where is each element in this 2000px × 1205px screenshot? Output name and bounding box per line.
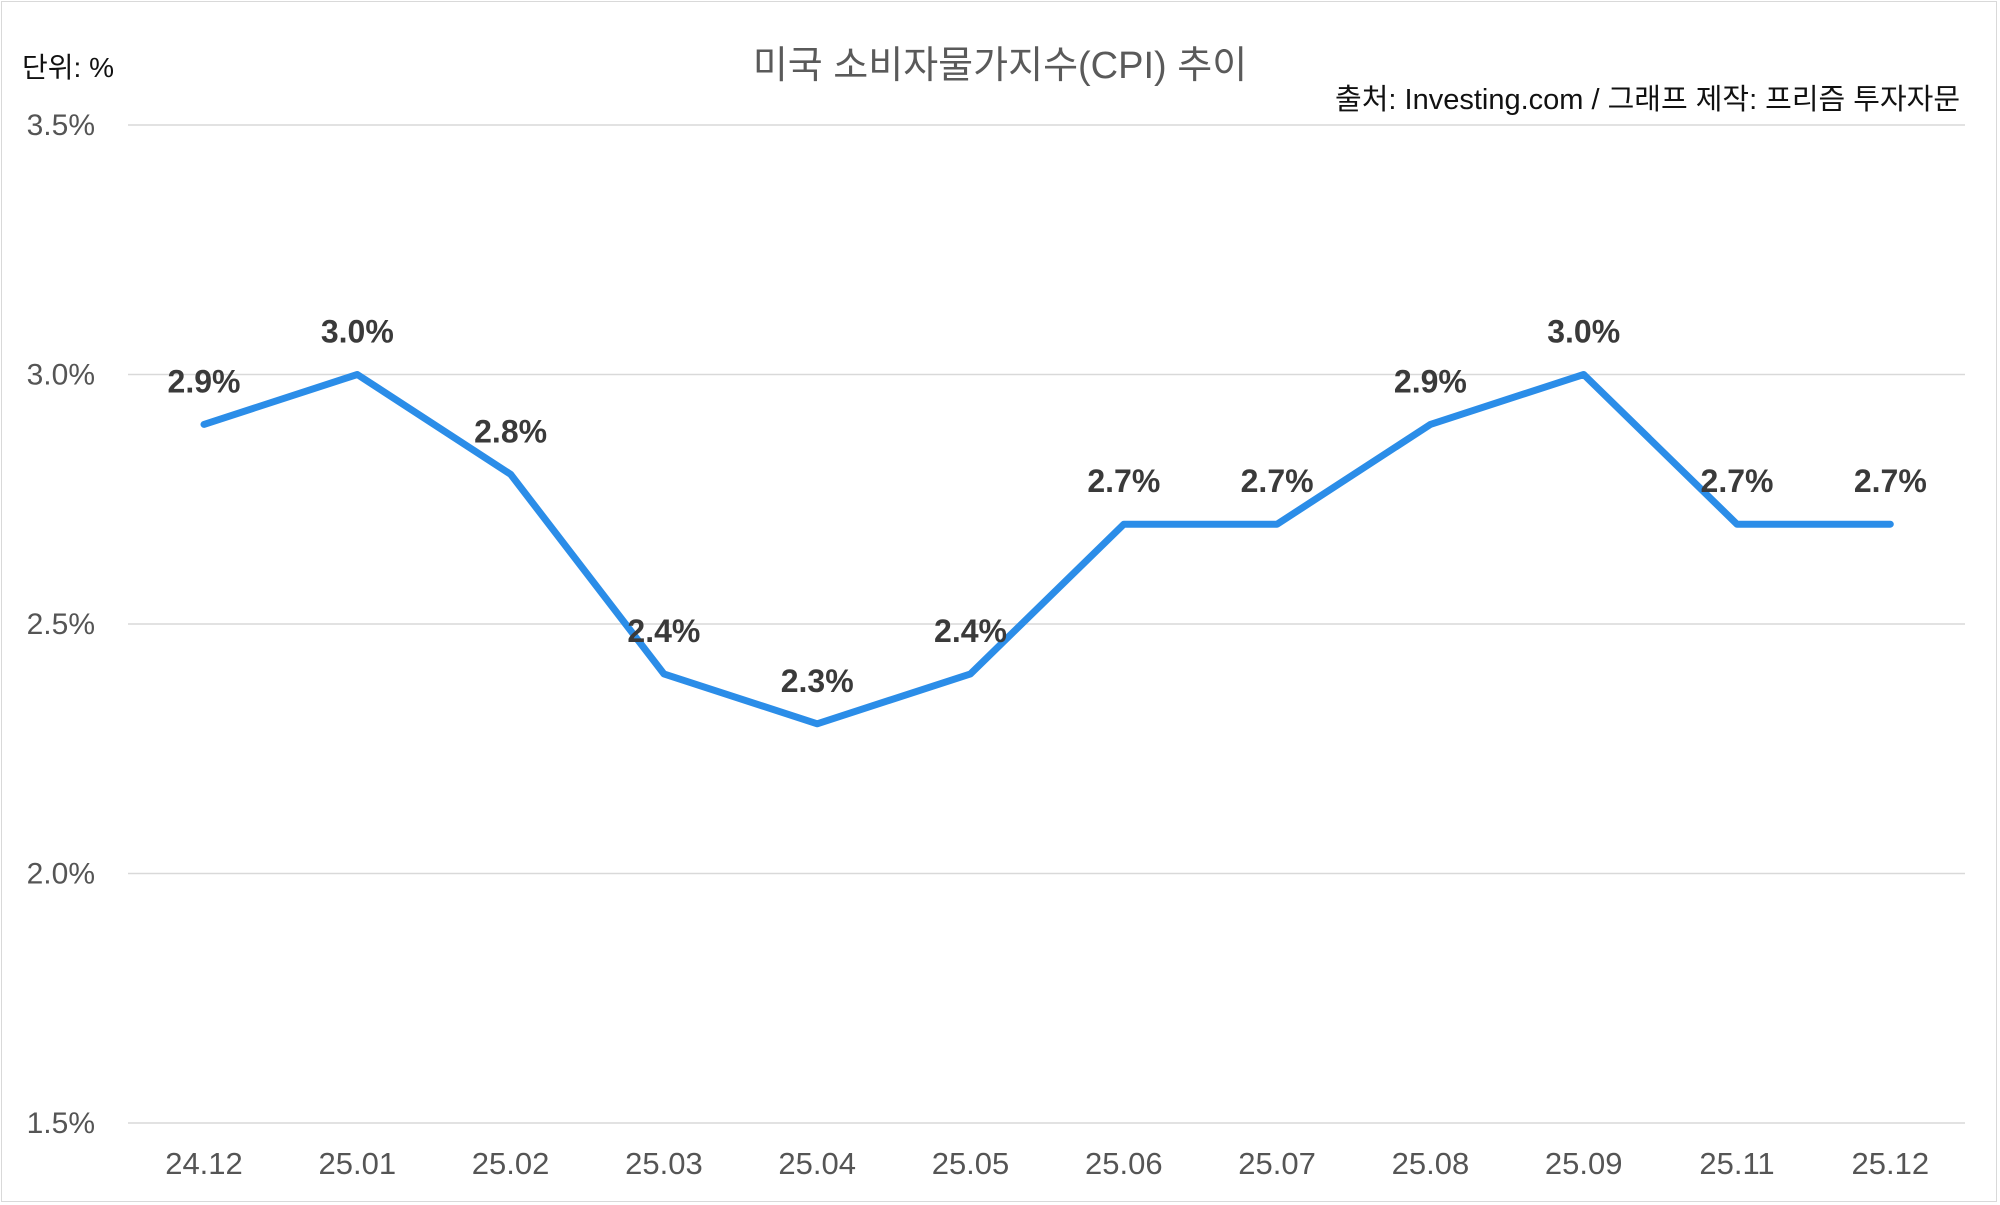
y-tick-label: 3.5% [27, 109, 95, 142]
x-tick-label: 25.05 [932, 1146, 1010, 1181]
x-axis-ticks: 24.12 25.01 25.02 25.03 25.04 25.05 25.06 25.07… [165, 1146, 1929, 1181]
source-label: 출처: Investing.com / 그래프 제작: 프리즘 투자자문 [1335, 84, 1960, 116]
data-label: 2.9% [168, 363, 241, 399]
x-tick-label: 25.03 [625, 1146, 703, 1181]
y-tick-label: 3.0% [27, 359, 95, 392]
data-label: 2.7% [1087, 463, 1160, 499]
y-axis-ticks: 1.5% 2.0% 2.5% 3.0% 3.5% [27, 109, 95, 1140]
data-label: 2.8% [474, 413, 547, 449]
y-tick-label: 1.5% [27, 1107, 95, 1140]
data-labels: 2.9% 3.0% 2.8% 2.4% 2.3% 2.4% 2.7% 2.7% 2.9% 3.0%… [168, 314, 1927, 699]
chart-title: 미국 소비자물가지수(CPI) 추이 [752, 45, 1248, 87]
x-tick-label: 24.12 [165, 1146, 243, 1181]
data-label: 2.7% [1854, 463, 1927, 499]
x-tick-label: 25.12 [1852, 1146, 1930, 1181]
x-tick-label: 25.11 [1699, 1146, 1774, 1181]
data-label: 2.7% [1701, 463, 1774, 499]
x-tick-label: 25.08 [1392, 1146, 1470, 1181]
data-label: 2.9% [1394, 363, 1467, 399]
unit-label: 단위: % [22, 52, 114, 83]
x-tick-label: 25.07 [1238, 1146, 1316, 1181]
x-tick-label: 25.09 [1545, 1146, 1623, 1181]
data-label: 2.3% [781, 663, 854, 699]
data-label: 3.0% [1547, 314, 1620, 350]
data-label: 2.4% [627, 613, 700, 649]
x-tick-label: 25.01 [319, 1146, 397, 1181]
data-label: 2.4% [934, 613, 1007, 649]
series-line [200, 371, 1894, 728]
y-tick-label: 2.0% [27, 858, 95, 891]
series-line-layer [200, 371, 1894, 728]
x-tick-label: 25.06 [1085, 1146, 1163, 1181]
y-tick-label: 2.5% [27, 608, 95, 641]
gridlines [128, 124, 1965, 1124]
data-label: 2.7% [1241, 463, 1314, 499]
data-label: 3.0% [321, 314, 394, 350]
x-tick-label: 25.04 [778, 1146, 856, 1181]
x-tick-label: 25.02 [472, 1146, 550, 1181]
